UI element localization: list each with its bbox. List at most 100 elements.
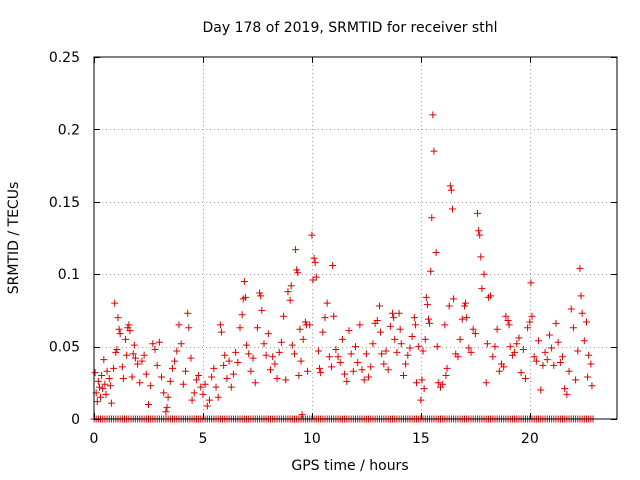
data-point	[203, 402, 211, 410]
data-point	[288, 341, 296, 349]
data-point	[454, 353, 462, 361]
data-point	[220, 361, 228, 369]
data-point	[349, 367, 357, 375]
data-points	[90, 111, 597, 423]
data-point	[264, 330, 272, 338]
data-point	[267, 366, 275, 374]
data-point	[323, 299, 331, 307]
data-point	[420, 385, 428, 393]
data-point	[476, 231, 484, 239]
data-point	[325, 353, 333, 361]
data-point	[312, 273, 320, 281]
y-tick-label: 0	[71, 412, 80, 428]
data-point	[112, 348, 120, 356]
data-point	[195, 372, 203, 380]
data-point	[162, 408, 170, 416]
data-point	[160, 389, 168, 397]
data-point	[171, 357, 179, 365]
data-point	[425, 315, 433, 323]
data-point	[572, 376, 580, 384]
data-point	[101, 380, 109, 388]
data-point	[365, 373, 373, 381]
data-point	[489, 353, 497, 361]
data-point	[352, 343, 359, 351]
data-point	[240, 277, 248, 285]
data-point	[423, 301, 431, 309]
data-point	[328, 363, 336, 371]
data-point	[395, 309, 403, 317]
data-point	[500, 363, 508, 371]
data-point	[260, 340, 268, 348]
data-point	[463, 314, 471, 322]
data-point	[223, 374, 231, 382]
data-point	[410, 314, 418, 322]
data-point	[483, 340, 491, 348]
data-point	[491, 343, 499, 351]
data-point	[163, 403, 171, 411]
data-point	[390, 314, 398, 322]
data-point	[115, 325, 123, 333]
data-point	[273, 374, 281, 382]
data-point	[502, 312, 510, 320]
data-point	[345, 327, 353, 335]
data-point	[232, 348, 240, 356]
data-point	[227, 383, 235, 391]
data-point	[329, 262, 337, 270]
data-point	[526, 318, 534, 326]
data-point	[415, 343, 423, 351]
data-point	[580, 337, 588, 345]
data-point	[443, 364, 451, 372]
data-point	[144, 401, 152, 409]
data-point	[140, 351, 148, 359]
data-point	[284, 288, 292, 296]
data-point	[99, 385, 107, 393]
data-point	[290, 350, 298, 358]
data-point	[129, 350, 137, 358]
data-point	[95, 383, 103, 391]
data-point	[91, 369, 99, 377]
data-point	[153, 361, 161, 369]
data-point	[445, 302, 453, 310]
y-axis-label: SRMTID / TECUs	[6, 182, 22, 295]
data-point	[521, 374, 529, 382]
data-point	[332, 345, 340, 353]
data-point	[408, 332, 416, 340]
data-point	[311, 259, 319, 267]
data-point	[380, 360, 388, 368]
data-point	[125, 321, 133, 329]
data-point	[147, 382, 155, 390]
data-point	[257, 292, 265, 300]
data-point	[102, 390, 110, 398]
data-point	[354, 359, 362, 367]
data-point	[462, 299, 470, 307]
data-point	[187, 354, 195, 362]
data-point	[569, 324, 577, 332]
data-point	[399, 372, 407, 380]
data-point	[428, 214, 436, 222]
data-point	[430, 147, 438, 155]
data-point	[347, 350, 355, 358]
data-point	[441, 321, 449, 329]
data-point	[576, 264, 584, 272]
data-point	[524, 324, 532, 332]
data-point	[236, 324, 244, 332]
data-point	[197, 383, 205, 391]
data-point	[185, 324, 193, 332]
plot-frame	[93, 56, 618, 420]
data-point	[208, 373, 216, 381]
data-point	[369, 340, 377, 348]
y-tick-label: 0.1	[58, 267, 80, 283]
data-point	[205, 396, 213, 404]
data-point	[293, 266, 301, 274]
data-point	[393, 348, 401, 356]
data-point	[119, 374, 127, 382]
data-point	[98, 372, 106, 380]
data-point	[258, 306, 266, 314]
data-point	[199, 390, 207, 398]
data-point	[317, 369, 325, 377]
data-point	[298, 411, 306, 419]
data-point	[114, 314, 122, 322]
data-point	[448, 205, 456, 213]
data-point	[282, 376, 290, 384]
data-point	[574, 347, 582, 355]
